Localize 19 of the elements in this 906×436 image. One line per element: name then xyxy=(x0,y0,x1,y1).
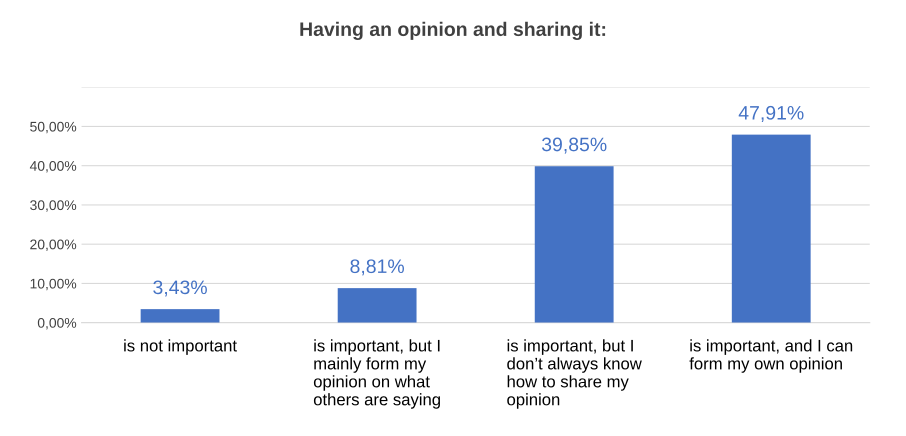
y-tick-label: 40,00% xyxy=(30,161,76,172)
x-tick-label: is important, but I mainly form my opinion on what others are saying xyxy=(314,339,440,409)
x-tick-label: is important, but I don’t always know how to share my opinion xyxy=(507,339,642,409)
x-tick-label: is important, and I can form my own opinion xyxy=(689,339,852,373)
bar xyxy=(534,166,614,323)
bar xyxy=(732,134,811,323)
data-label: 8,81% xyxy=(350,259,404,276)
data-label: 3,43% xyxy=(153,280,207,297)
y-tick-label: 10,00% xyxy=(30,278,76,290)
bar xyxy=(140,309,220,323)
data-label: 47,91% xyxy=(738,106,804,122)
y-tick-label: 0,00% xyxy=(38,318,76,330)
chart-title: Having an opinion and sharing it: xyxy=(300,22,606,40)
y-tick-label: 50,00% xyxy=(30,122,76,134)
x-tick-label: is not important xyxy=(124,339,237,355)
data-label: 39,85% xyxy=(542,138,606,154)
bar xyxy=(338,288,417,323)
y-tick-label: 30,00% xyxy=(30,200,76,212)
y-tick-label: 20,00% xyxy=(30,239,76,251)
